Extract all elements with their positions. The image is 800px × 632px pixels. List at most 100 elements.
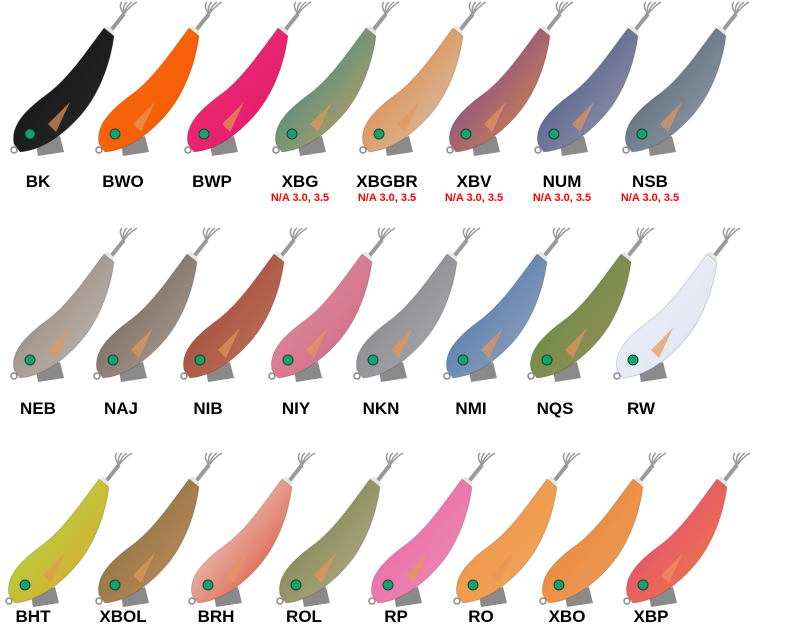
lure-nsb [622,1,750,156]
sinker [394,587,422,607]
eye [286,128,298,140]
hook-tine [652,452,667,466]
lure-body [448,27,551,153]
hook-tine [208,452,223,466]
eye [460,128,472,140]
lure-xbgbr [359,1,487,156]
sinker [479,587,507,607]
hook-tine [297,1,312,15]
availability-note: N/A 3.0, 3.5 [270,192,330,204]
sinker [469,362,497,382]
color-code-label: BK [25,172,51,191]
lure-bwo [95,1,223,156]
color-code-label: ROL [286,607,322,626]
eye [553,579,565,591]
hook-tine [206,227,221,241]
fin [222,102,244,132]
hook-tine [123,1,138,15]
color-code-label: BWP [192,172,232,191]
sinker [472,136,500,156]
hook-tine [301,452,316,466]
color-code-label: NEB [20,399,56,418]
color-code-label: NIB [193,399,223,418]
fin [572,102,594,132]
sinker [560,136,588,156]
availability-note: N/A 3.0, 3.5 [357,192,417,204]
sinker [214,587,242,607]
eye [109,128,121,140]
eye [627,354,639,366]
sinker [119,362,147,382]
eye [24,128,36,140]
color-code-label: NIY [281,399,311,418]
lure-body [274,27,377,153]
lure-naj [93,227,221,382]
lure-body [370,478,473,604]
fin [391,328,413,358]
nose-ring [188,597,196,605]
availability-note: N/A 3.0, 3.5 [620,192,680,204]
eye [382,579,394,591]
nose-ring [276,597,284,605]
color-code-label: RW [626,399,656,418]
fin [484,102,506,132]
eye [367,354,379,366]
fin [226,553,248,583]
hook-tine [118,452,133,466]
lure-bht [5,452,133,607]
fin [660,102,682,132]
fin [491,553,513,583]
hook-tine [466,227,481,241]
hook-tine [293,227,308,241]
lure-body [541,478,644,604]
color-code-label: BRH [197,607,235,626]
nose-ring [539,597,547,605]
color-code-label: XBGBR [356,172,418,191]
hook-tine [556,227,571,241]
sinker [121,136,149,156]
fin [651,328,673,358]
eye [290,579,302,591]
lure-nkn [353,227,481,382]
hook-tine [381,227,396,241]
nose-ring [453,597,461,605]
nose-ring [443,372,451,380]
fin [406,553,428,583]
lure-body [615,253,718,379]
lure-body [7,478,110,604]
lure-body [190,478,293,604]
lure-num [534,1,662,156]
eye [548,128,560,140]
sinker [36,136,64,156]
lure-body [186,27,289,153]
hook-tine [481,452,496,466]
sinker [294,362,322,382]
sinker [385,136,413,156]
fin [314,553,336,583]
lure-niy [268,227,396,382]
fin [43,553,65,583]
lure-body [12,27,115,153]
fin [133,102,155,132]
hook-tine [472,1,487,15]
fin [397,102,419,132]
lure-body [97,27,200,153]
eye [457,354,469,366]
hook-tine [385,1,400,15]
nose-ring [368,597,376,605]
color-code-label: RO [468,607,494,626]
fin [48,328,70,358]
nose-ring [623,597,631,605]
color-code-label: BHT [15,607,51,626]
lure-bwp [184,1,312,156]
color-code-label: NKN [362,399,400,418]
sinker [565,587,593,607]
lure-body [12,253,115,379]
lure-xbv [446,1,574,156]
nose-ring [268,372,276,380]
eye [202,579,214,591]
nose-ring [5,597,13,605]
sinker [36,362,64,382]
lure-nib [180,227,308,382]
